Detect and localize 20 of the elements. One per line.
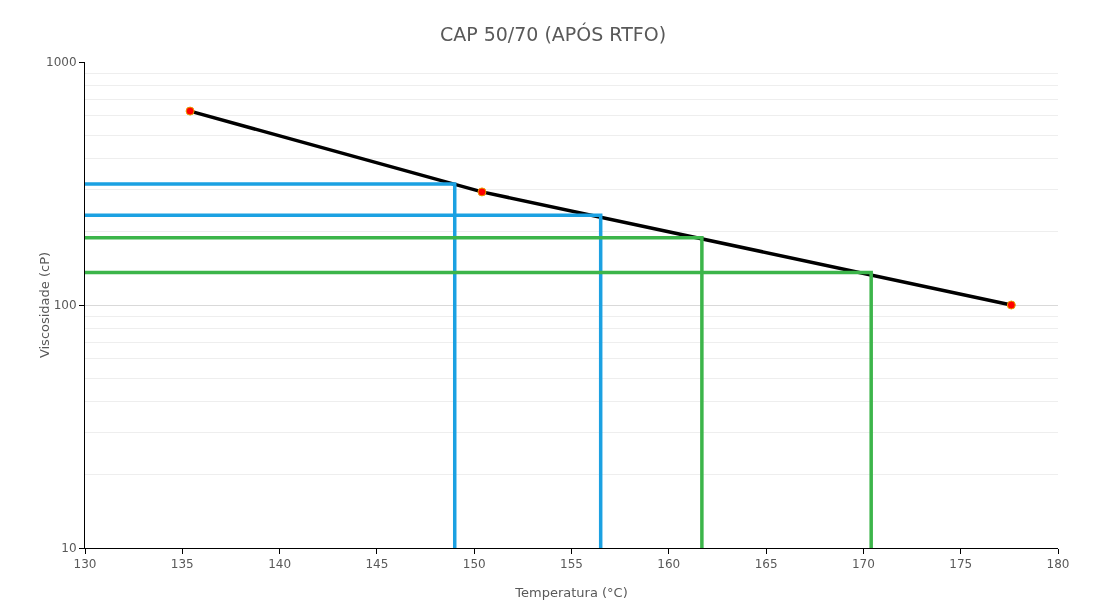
x-tick-label: 170: [851, 557, 875, 572]
x-axis-title: Temperatura (°C): [514, 585, 628, 600]
x-tick-label: 135: [170, 557, 194, 572]
point: [1006, 300, 1016, 310]
x-tick-label: 130: [73, 557, 97, 572]
y-tick-label: 10: [61, 541, 77, 556]
y-tick-label: 1000: [46, 55, 77, 70]
x-tick-label: 145: [365, 557, 389, 572]
point: [477, 187, 487, 197]
x-tick-label: 160: [657, 557, 681, 572]
x-tick-label: 165: [754, 557, 778, 572]
x-tick-label: 140: [268, 557, 292, 572]
x-tick-label: 150: [462, 557, 486, 572]
y-tick-label: 100: [53, 298, 77, 313]
point: [185, 106, 195, 116]
x-tick-label: 175: [949, 557, 973, 572]
x-tick-label: 155: [560, 557, 583, 572]
x-tick-label: 180: [1046, 557, 1070, 572]
y-axis-title: Viscosidade (cP): [36, 251, 52, 359]
chart-title: CAP 50/70 (APÓS RTFO): [439, 21, 667, 45]
